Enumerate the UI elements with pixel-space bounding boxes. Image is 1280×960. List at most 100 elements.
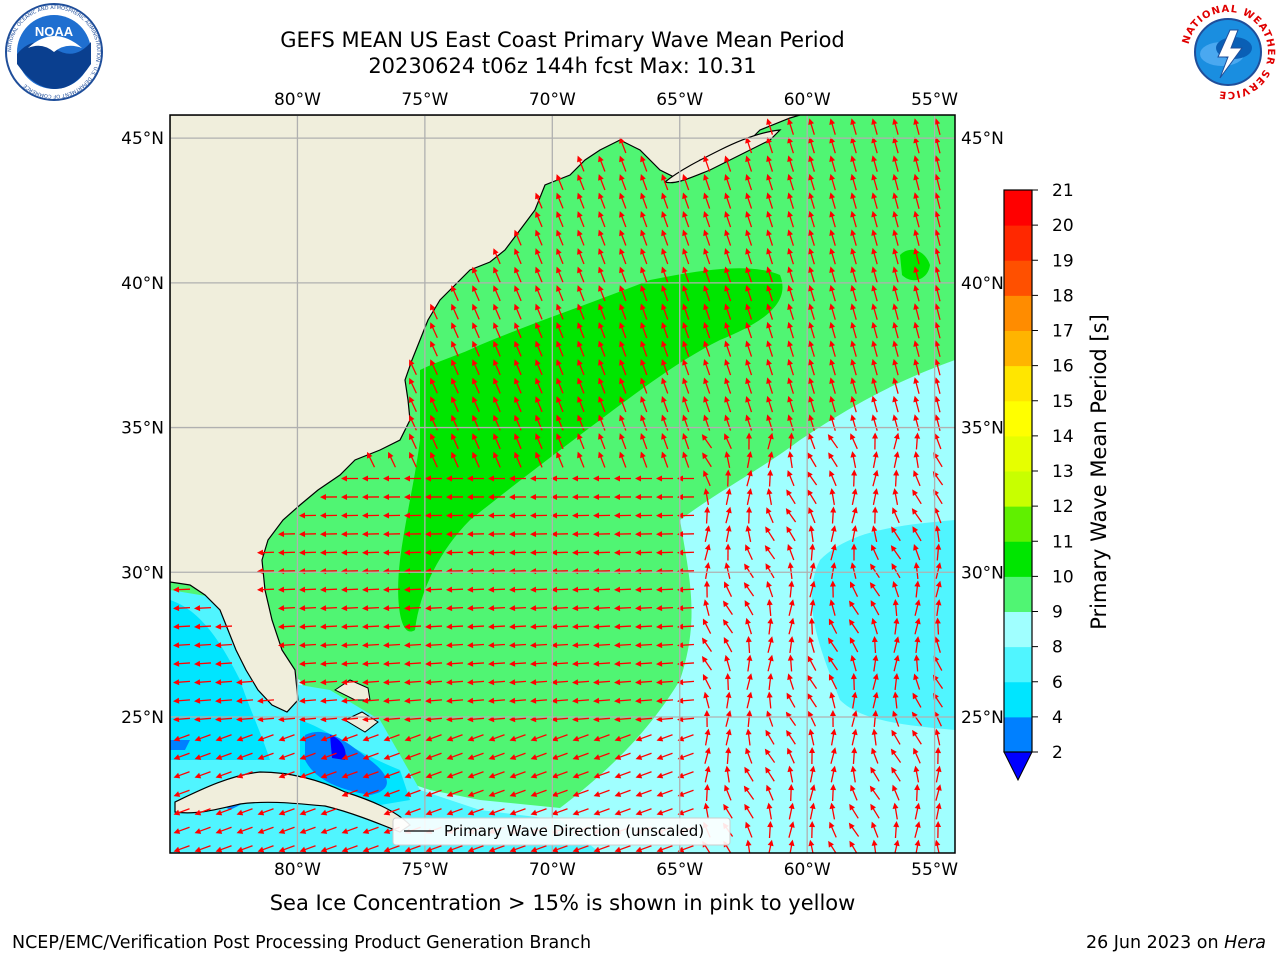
wave-arrow (656, 549, 674, 556)
wave-arrow (514, 433, 522, 450)
wave-arrow (661, 340, 669, 357)
wave-arrow (215, 623, 233, 630)
wave-arrow (173, 605, 191, 612)
wave-arrow (446, 549, 464, 556)
wave-arrow (703, 470, 711, 487)
wave-arrow (409, 433, 417, 450)
wave-arrow (362, 475, 380, 482)
wave-arrow (551, 771, 568, 779)
wave-arrow (614, 512, 632, 519)
wave-arrow (341, 623, 359, 630)
wave-arrow (807, 655, 817, 671)
colorbar-extend-min (1003, 751, 1033, 782)
wave-arrow (788, 636, 795, 654)
lat-tick-label-left: 30°N (121, 563, 164, 583)
wave-arrow (472, 340, 480, 357)
wave-arrow (829, 710, 836, 728)
wave-arrow (467, 494, 485, 501)
wave-arrow (572, 531, 590, 538)
wave-arrow (656, 494, 674, 501)
wave-arrow (872, 488, 879, 505)
colorbar-tick-label: 6 (1052, 673, 1063, 693)
wave-arrow (635, 716, 653, 723)
wave-arrow (488, 586, 506, 593)
wave-arrow (703, 710, 710, 728)
wave-arrow (467, 586, 485, 593)
wave-arrow (556, 451, 564, 468)
wave-arrow (892, 173, 899, 191)
wave-arrow (320, 771, 337, 779)
wave-arrow (787, 673, 795, 690)
wave-arrow (640, 174, 648, 191)
wave-arrow (556, 414, 564, 431)
wave-arrow (767, 654, 774, 672)
wave-arrow (320, 716, 338, 723)
wave-arrow (892, 599, 899, 617)
wave-arrow (640, 248, 648, 265)
wave-arrow (745, 155, 753, 172)
wave-arrow (173, 623, 191, 630)
wave-arrow (851, 691, 858, 709)
wave-arrow (619, 229, 627, 246)
wave-arrow (409, 359, 417, 376)
wave-arrow (551, 642, 569, 649)
wave-arrow (635, 605, 653, 612)
wave-arrow (173, 771, 190, 779)
wave-arrow (766, 173, 774, 191)
wave-arrow (446, 771, 463, 779)
wave-arrow (446, 660, 464, 667)
wave-arrow (577, 174, 585, 191)
lat-tick-label-right: 40°N (961, 274, 1004, 294)
wave-arrow (890, 748, 902, 763)
wave-arrow (830, 506, 837, 524)
wave-arrow (851, 710, 858, 727)
wave-arrow (746, 432, 753, 450)
wave-arrow (869, 785, 881, 800)
wave-arrow (572, 494, 590, 501)
wave-arrow (640, 451, 648, 468)
wave-arrow (598, 451, 606, 468)
wave-arrow (577, 340, 585, 357)
wave-arrow (703, 802, 710, 820)
wave-arrow (635, 679, 653, 686)
wave-arrow (829, 470, 837, 487)
wave-arrow (829, 155, 836, 172)
wave-arrow (493, 396, 501, 413)
wave-arrow (911, 508, 923, 523)
wave-arrow (619, 433, 627, 450)
wave-arrow (299, 734, 316, 742)
wave-arrow (766, 155, 774, 172)
wave-arrow (744, 766, 754, 782)
wave-arrow (661, 285, 669, 302)
wave-arrow (472, 377, 480, 394)
wave-arrow (640, 303, 648, 320)
wave-arrow (215, 642, 233, 649)
wave-arrow (850, 210, 857, 228)
wave-arrow (425, 549, 443, 556)
wave-arrow (619, 322, 627, 339)
wave-arrow (725, 728, 732, 746)
wave-arrow (808, 266, 815, 283)
wave-arrow (913, 229, 920, 246)
colorbar-segment (1004, 716, 1032, 753)
wave-arrow (556, 192, 564, 209)
colorbar-segment (1004, 365, 1032, 402)
wave-arrow (614, 623, 632, 630)
wave-arrow (320, 826, 337, 834)
colorbar-segment (1004, 471, 1032, 507)
wave-arrow (467, 771, 484, 779)
wave-arrow (530, 623, 548, 630)
wave-arrow (808, 173, 815, 191)
wave-arrow (514, 303, 522, 320)
wave-arrow (913, 654, 920, 672)
wave-arrow (430, 340, 438, 357)
wave-arrow (488, 808, 505, 816)
wave-arrow (635, 475, 653, 482)
wave-arrow (598, 192, 606, 209)
wave-arrow (556, 248, 564, 265)
wave-arrow (194, 697, 212, 704)
wave-arrow (619, 303, 627, 320)
wave-arrow (236, 808, 253, 816)
wave-arrow (236, 697, 254, 704)
wave-arrow (934, 728, 941, 746)
